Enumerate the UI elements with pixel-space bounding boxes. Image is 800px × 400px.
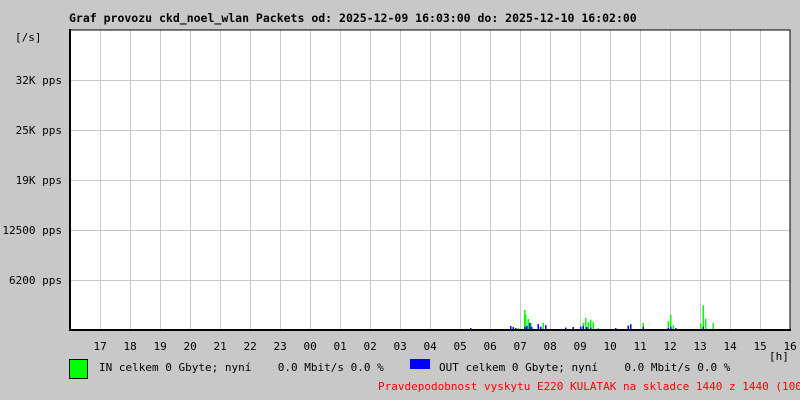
x-tick-label: 12 bbox=[663, 340, 677, 353]
chart-title: Graf provozu ckd_noel_wlan Packets od: 2… bbox=[69, 11, 637, 25]
data-bar-in bbox=[524, 310, 526, 330]
data-bar-in bbox=[585, 318, 587, 330]
data-bar-out bbox=[526, 326, 528, 330]
x-tick-label: 07 bbox=[513, 340, 527, 353]
data-bar-out bbox=[586, 327, 588, 330]
x-tick-label: 10 bbox=[603, 340, 617, 353]
y-tick-label: 19K pps bbox=[15, 173, 62, 187]
legend-in-swatch bbox=[69, 359, 88, 379]
x-tick-label: 11 bbox=[633, 340, 647, 353]
x-tick-label: 15 bbox=[753, 340, 767, 353]
legend-in-text: IN celkem 0 Gbyte; nyní 0.0 Mbit/s 0.0 % bbox=[99, 361, 384, 374]
y-tick-label: 25K pps bbox=[15, 123, 62, 137]
data-bar-out bbox=[627, 326, 629, 330]
data-bar-in bbox=[587, 322, 589, 330]
x-tick-label: 09 bbox=[573, 340, 587, 353]
data-bar-in bbox=[527, 319, 529, 330]
data-bar-out bbox=[540, 326, 542, 330]
x-tick-label: 04 bbox=[423, 340, 437, 353]
data-bar-in bbox=[525, 314, 527, 330]
data-bar-out bbox=[642, 327, 644, 330]
data-bar-in bbox=[667, 321, 669, 330]
x-tick-label: 05 bbox=[453, 340, 467, 353]
data-bar-in bbox=[712, 323, 714, 330]
data-bar-out bbox=[537, 324, 539, 330]
data-bar-out bbox=[512, 327, 514, 330]
data-bar-out bbox=[524, 327, 526, 330]
data-bar-in bbox=[642, 323, 644, 330]
legend-out-swatch bbox=[410, 359, 430, 369]
data-bar-in bbox=[530, 322, 532, 330]
x-tick-label: 21 bbox=[213, 340, 227, 353]
x-tick-label: 20 bbox=[183, 340, 197, 353]
legend-out-text: OUT celkem 0 Gbyte; nyní 0.0 Mbit/s 0.0 … bbox=[439, 361, 731, 374]
x-tick-label: 01 bbox=[333, 340, 347, 353]
data-bar-out bbox=[580, 326, 582, 330]
data-bar-in bbox=[705, 318, 707, 330]
x-tick-label: 22 bbox=[243, 340, 257, 353]
data-bar-in bbox=[590, 319, 592, 330]
x-tick-label: 19 bbox=[153, 340, 167, 353]
data-bar-out bbox=[565, 327, 567, 330]
y-axis-unit: [/s] bbox=[15, 31, 42, 44]
data-bar-out bbox=[572, 327, 574, 330]
x-tick-label: 14 bbox=[723, 340, 737, 353]
data-bar-out bbox=[531, 326, 533, 330]
y-tick-label: 6200 pps bbox=[9, 273, 62, 287]
data-bar-in bbox=[700, 323, 702, 330]
x-axis-unit: [h] bbox=[769, 350, 789, 363]
x-tick-label: 18 bbox=[123, 340, 137, 353]
data-bar-out bbox=[670, 326, 672, 330]
x-tick-label: 16 bbox=[783, 340, 797, 353]
data-bar-in bbox=[702, 305, 704, 330]
x-tick-label: 03 bbox=[393, 340, 407, 353]
x-tick-label: 00 bbox=[303, 340, 317, 353]
y-tick-label: 12500 pps bbox=[2, 223, 62, 237]
x-tick-label: 17 bbox=[93, 340, 107, 353]
x-tick-label: 23 bbox=[273, 340, 287, 353]
data-bar-out bbox=[702, 326, 704, 330]
x-tick-label: 08 bbox=[543, 340, 557, 353]
data-bar-in bbox=[670, 315, 672, 330]
data-bar-out bbox=[529, 323, 531, 330]
x-tick-label: 02 bbox=[363, 340, 377, 353]
data-bar-out bbox=[545, 325, 547, 330]
data-bar-out bbox=[510, 326, 512, 330]
data-bar-in bbox=[542, 322, 544, 330]
data-bar-in bbox=[592, 322, 594, 330]
x-tick-label: 06 bbox=[483, 340, 497, 353]
plot-frame bbox=[70, 29, 791, 330]
data-bar-out bbox=[582, 326, 584, 330]
data-bar-in bbox=[672, 325, 674, 330]
data-bar-out bbox=[630, 324, 632, 330]
data-bar-out bbox=[590, 327, 592, 330]
x-tick-label: 13 bbox=[693, 340, 707, 353]
y-tick-label: 32K pps bbox=[15, 73, 62, 87]
footer-note: Pravdepodobnost vyskytu E220 KULATAK na … bbox=[378, 380, 800, 393]
